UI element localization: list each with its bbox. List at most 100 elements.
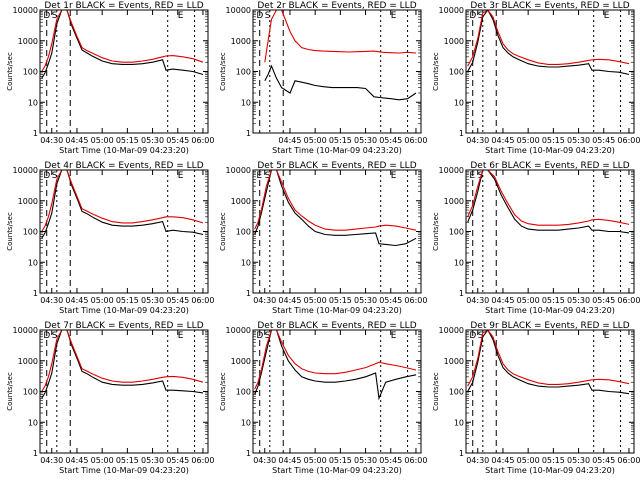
x-axis-label: Start Time (10-Mar-09 04:23:20)	[59, 146, 189, 155]
series-lld-line	[41, 10, 204, 72]
y-tick-label: 10	[241, 98, 251, 107]
y-tick-label: 10000	[226, 166, 251, 175]
series-lld-line	[41, 330, 204, 392]
x-tick-label: 04:30	[40, 136, 63, 145]
x-tick-label: 05:00	[304, 136, 327, 145]
series-events-line	[264, 64, 417, 101]
series-lld-line	[467, 170, 630, 226]
y-tick-label: 10	[28, 98, 38, 107]
marker-label: E	[391, 171, 397, 181]
x-tick-label: 05:30	[567, 296, 590, 305]
y-tick-label: 1	[459, 129, 464, 138]
x-tick-label: 05:45	[166, 456, 189, 465]
y-tick-label: 1	[459, 449, 464, 458]
x-tick-label: 05:00	[91, 296, 114, 305]
x-tick-label: 05:45	[379, 296, 402, 305]
x-tick-label: 05:45	[592, 456, 615, 465]
marker-label: D	[469, 11, 476, 21]
x-axis-label: Start Time (10-Mar-09 04:23:20)	[272, 306, 402, 315]
marker-label: E	[178, 171, 184, 181]
y-tick-label: 100	[23, 228, 38, 237]
series-lld-line	[254, 330, 417, 390]
x-tick-label: 05:00	[517, 136, 540, 145]
panel-title: Det 3r BLACK = Events, RED = LLD	[470, 1, 629, 11]
marker-label: E	[469, 171, 475, 181]
marker-label: D	[256, 11, 263, 21]
y-tick-label: 100	[236, 228, 251, 237]
y-tick-label: 10000	[439, 326, 464, 335]
x-tick-label: 04:45	[278, 296, 301, 305]
y-tick-label: 100	[449, 388, 464, 397]
x-tick-label: 04:30	[40, 296, 63, 305]
y-axis-label: Counts/sec	[432, 212, 440, 251]
y-tick-label: 100	[23, 68, 38, 77]
series-lld-line	[41, 170, 204, 232]
marker-label: D	[43, 171, 50, 181]
marker-label: D	[256, 331, 263, 341]
marker-label: S	[52, 331, 58, 341]
x-tick-label: 05:45	[592, 296, 615, 305]
y-tick-label: 10000	[439, 6, 464, 15]
marker-label: S	[478, 11, 484, 21]
y-tick-label: 10	[241, 418, 251, 427]
x-tick-label: 04:30	[253, 296, 276, 305]
x-tick-label: 05:30	[141, 136, 164, 145]
y-tick-label: 1000	[18, 37, 38, 46]
series-lld-line	[264, 10, 417, 63]
x-tick-label: 05:15	[116, 456, 139, 465]
x-tick-label: 05:30	[354, 296, 377, 305]
x-tick-label: 04:45	[491, 136, 514, 145]
plot-frame	[252, 169, 422, 294]
y-tick-label: 10000	[439, 166, 464, 175]
series-lld-line	[467, 10, 630, 67]
x-tick-label: 04:45	[491, 456, 514, 465]
x-tick-label: 04:45	[65, 296, 88, 305]
marker-label: S	[265, 171, 271, 181]
x-axis-label: Start Time (10-Mar-09 04:23:20)	[485, 146, 615, 155]
x-tick-label: 05:30	[141, 296, 164, 305]
y-tick-label: 1000	[444, 197, 464, 206]
marker-label: S	[478, 331, 484, 341]
y-tick-label: 1000	[444, 357, 464, 366]
plot-frame	[39, 329, 209, 454]
x-tick-label: 06:00	[191, 136, 214, 145]
series-events-line	[467, 170, 630, 234]
panel-title: Det 5r BLACK = Events, RED = LLD	[257, 161, 416, 171]
y-tick-label: 1000	[444, 37, 464, 46]
x-tick-label: 05:30	[354, 136, 377, 145]
x-tick-label: 05:15	[542, 296, 565, 305]
x-tick-label: 05:45	[166, 136, 189, 145]
x-tick-label: 06:00	[404, 456, 427, 465]
series-events-line	[41, 330, 204, 399]
x-tick-label: 05:15	[542, 136, 565, 145]
x-tick-label: 06:00	[191, 456, 214, 465]
x-tick-label: 05:45	[166, 296, 189, 305]
panel-title: Det 4r BLACK = Events, RED = LLD	[44, 161, 203, 171]
x-axis-label: Start Time (10-Mar-09 04:23:20)	[272, 146, 402, 155]
panel-title: Det 6r BLACK = Events, RED = LLD	[470, 161, 629, 171]
x-tick-label: 05:15	[329, 136, 352, 145]
marker-label: D	[43, 331, 50, 341]
marker-label: E	[604, 11, 610, 21]
y-axis-label: Counts/sec	[6, 212, 14, 251]
marker-label: S	[265, 11, 271, 21]
marker-label: E	[391, 331, 397, 341]
x-tick-label: 05:45	[592, 136, 615, 145]
y-tick-label: 1	[459, 289, 464, 298]
x-tick-label: 04:45	[65, 456, 88, 465]
marker-label: S	[52, 171, 58, 181]
y-tick-label: 100	[23, 388, 38, 397]
y-tick-label: 100	[236, 388, 251, 397]
x-tick-label: 04:30	[466, 136, 489, 145]
x-tick-label: 06:00	[617, 296, 640, 305]
marker-label: S	[265, 331, 271, 341]
marker-label: E	[256, 171, 262, 181]
x-tick-label: 05:00	[91, 136, 114, 145]
x-tick-label: 05:45	[379, 456, 402, 465]
x-tick-label: 05:30	[354, 456, 377, 465]
x-axis-label: Start Time (10-Mar-09 04:23:20)	[59, 466, 189, 475]
